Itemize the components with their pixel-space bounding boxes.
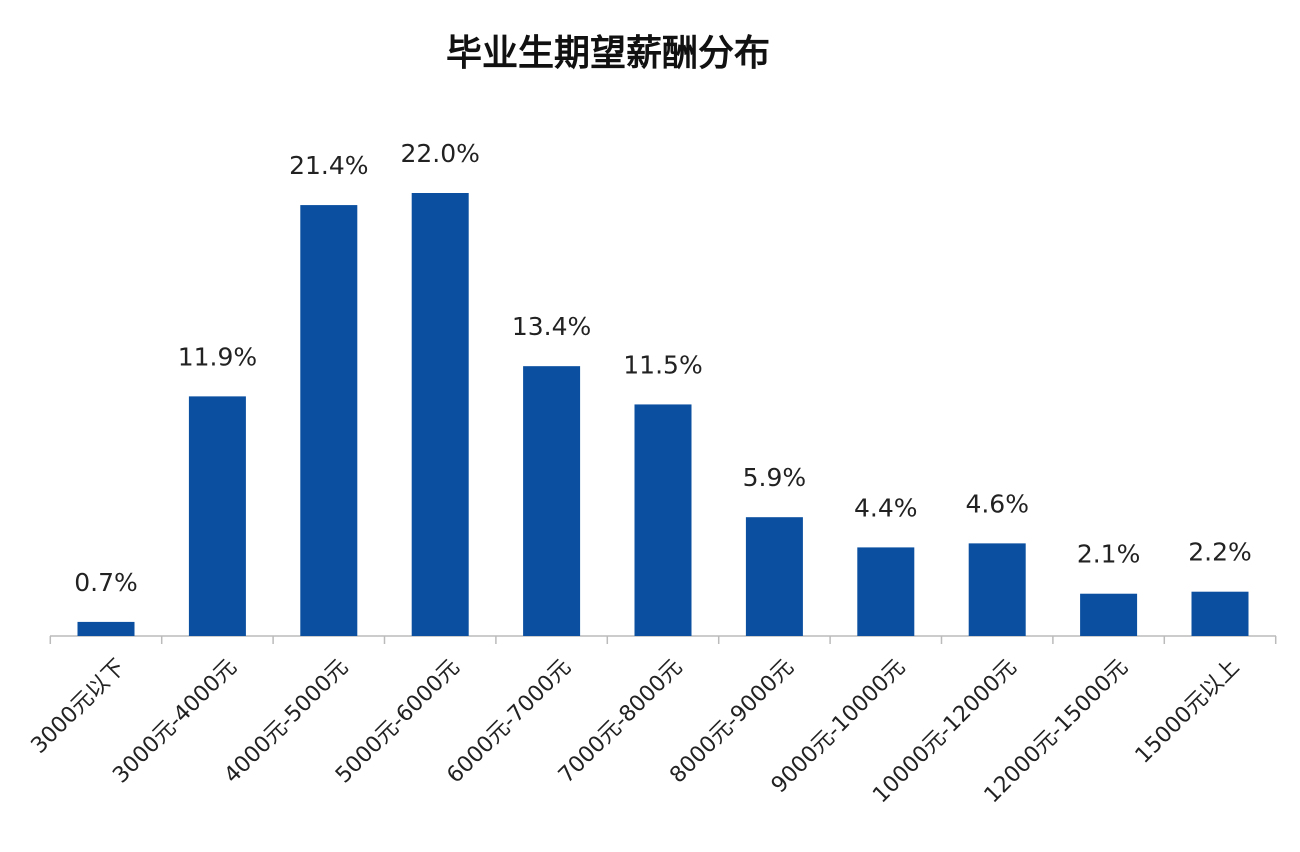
value-label: 2.1%	[1077, 540, 1141, 569]
value-label: 4.6%	[965, 489, 1029, 518]
value-label: 11.9%	[178, 342, 257, 371]
bar	[745, 517, 803, 636]
value-label: 4.4%	[854, 493, 918, 522]
bar	[300, 205, 358, 636]
value-label: 21.4%	[289, 151, 368, 180]
value-label: 0.7%	[74, 568, 138, 597]
bar	[77, 621, 135, 636]
value-label: 13.4%	[512, 312, 591, 341]
bar	[411, 193, 469, 636]
bar	[634, 404, 692, 636]
value-label: 5.9%	[743, 463, 807, 492]
bar	[188, 396, 246, 636]
bar	[857, 547, 915, 636]
x-tick-label: 15000元以上	[1131, 655, 1245, 769]
bar	[1080, 593, 1138, 636]
bar	[968, 543, 1026, 636]
value-label: 11.5%	[623, 350, 702, 379]
x-tick-label: 3000元以下	[27, 655, 131, 759]
bar	[1191, 591, 1249, 636]
bar	[523, 366, 581, 636]
value-label: 2.2%	[1188, 538, 1252, 567]
chart-title: 毕业生期望薪酬分布	[446, 33, 770, 74]
value-label: 22.0%	[400, 139, 479, 168]
